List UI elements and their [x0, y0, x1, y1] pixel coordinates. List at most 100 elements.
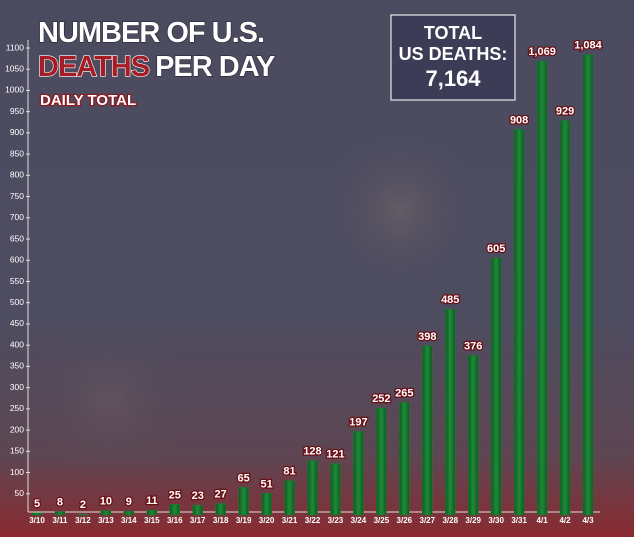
value-label: 398 [418, 331, 436, 343]
y-tick-label: 600 [10, 255, 24, 265]
bar [353, 431, 364, 516]
bar [77, 513, 89, 516]
bar [445, 308, 456, 516]
total-label: TOTAL [424, 23, 482, 43]
value-label: 605 [487, 243, 505, 255]
value-label: 121 [326, 449, 344, 461]
x-tick-label: 4/2 [559, 516, 571, 525]
y-tick-label: 250 [10, 403, 24, 413]
bar [123, 510, 135, 516]
value-label: 252 [372, 393, 390, 405]
total-label: US DEATHS: [399, 44, 508, 64]
x-tick-label: 3/21 [282, 516, 298, 525]
bar [422, 345, 433, 516]
y-tick-label: 500 [10, 297, 24, 307]
x-tick-label: 3/14 [121, 516, 137, 525]
value-label: 1,084 [574, 40, 602, 52]
x-tick-label: 3/27 [420, 516, 436, 525]
value-label: 51 [260, 478, 272, 490]
value-label: 485 [441, 294, 459, 306]
value-label: 25 [169, 489, 181, 501]
bar [330, 463, 341, 516]
bar [100, 510, 112, 516]
x-tick-label: 3/12 [75, 516, 91, 525]
value-label: 5 [34, 498, 40, 510]
y-tick-label: 350 [10, 361, 24, 371]
bar [169, 504, 180, 516]
bar [192, 504, 203, 516]
x-tick-label: 3/17 [190, 516, 206, 525]
chart-title: NUMBER OF U.S. [38, 17, 264, 49]
virus-decoration [315, 125, 485, 295]
chart-title: DEATHS PER DAY [38, 51, 275, 83]
x-tick-label: 3/13 [98, 516, 114, 525]
bar [54, 511, 66, 516]
bar [376, 407, 387, 516]
value-label: 8 [57, 497, 63, 509]
value-label: 81 [283, 466, 295, 478]
bar [31, 512, 43, 516]
value-label: 11 [146, 495, 158, 507]
x-tick-label: 3/18 [213, 516, 229, 525]
y-tick-label: 150 [10, 446, 24, 456]
x-tick-label: 3/31 [511, 516, 527, 525]
x-tick-label: 3/30 [488, 516, 504, 525]
subtitle: DAILY TOTAL [40, 92, 136, 109]
bar [399, 402, 410, 516]
value-label: 197 [349, 416, 367, 428]
y-tick-label: 200 [10, 424, 24, 434]
value-label: 23 [192, 490, 204, 502]
y-tick-label: 700 [10, 212, 24, 222]
value-label: 265 [395, 387, 413, 399]
x-tick-label: 3/20 [259, 516, 275, 525]
y-tick-label: 1050 [5, 63, 24, 73]
y-tick-label: 750 [10, 191, 24, 201]
x-tick-label: 3/23 [328, 516, 344, 525]
value-label: 908 [510, 114, 528, 126]
x-tick-label: 3/16 [167, 516, 183, 525]
y-tick-label: 550 [10, 276, 24, 286]
value-label: 2 [80, 499, 86, 511]
value-label: 128 [303, 446, 321, 458]
y-tick-label: 450 [10, 318, 24, 328]
y-tick-label: 950 [10, 106, 24, 116]
y-tick-label: 650 [10, 233, 24, 243]
value-label: 10 [100, 496, 112, 508]
x-tick-label: 3/22 [305, 516, 321, 525]
bar [238, 487, 249, 516]
y-tick-label: 900 [10, 127, 24, 137]
value-label: 9 [126, 496, 132, 508]
x-tick-label: 4/1 [537, 516, 549, 525]
bar [261, 493, 272, 516]
virus-decoration [30, 320, 190, 480]
bar [307, 460, 318, 516]
x-tick-label: 4/3 [582, 516, 594, 525]
x-tick-label: 3/11 [52, 516, 68, 525]
total-value: 7,164 [425, 66, 481, 91]
bar [284, 480, 295, 516]
y-tick-label: 850 [10, 148, 24, 158]
bar [536, 60, 548, 516]
bar [215, 503, 226, 516]
y-tick-label: 300 [10, 382, 24, 392]
x-tick-label: 3/26 [397, 516, 413, 525]
bar [467, 355, 479, 516]
x-tick-label: 3/29 [465, 516, 481, 525]
title-highlight: DEATHS [38, 51, 150, 83]
value-label: 65 [238, 472, 250, 484]
title-line: NUMBER OF U.S. [38, 17, 264, 49]
value-label: 1,069 [528, 46, 556, 58]
x-tick-label: 3/28 [442, 516, 458, 525]
value-label: 27 [215, 488, 227, 500]
x-tick-label: 3/19 [236, 516, 252, 525]
bar [513, 129, 525, 516]
value-label: 929 [556, 106, 574, 118]
y-tick-label: 800 [10, 170, 24, 180]
y-tick-label: 1000 [5, 85, 24, 95]
bar [582, 54, 594, 516]
x-tick-label: 3/15 [144, 516, 160, 525]
x-tick-label: 3/10 [29, 516, 45, 525]
title-line: PER DAY [155, 51, 275, 83]
y-tick-label: 400 [10, 339, 24, 349]
